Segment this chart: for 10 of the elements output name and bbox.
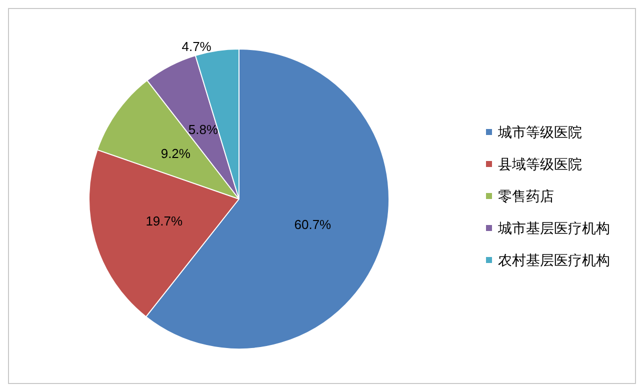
data-label: 19.7% — [146, 213, 183, 228]
data-label: 5.8% — [188, 122, 218, 138]
legend-label: 县域等级医院 — [498, 156, 582, 172]
data-label: 9.2% — [160, 146, 191, 161]
legend-label: 城市等级医院 — [497, 124, 582, 140]
legend-label: 零售药店 — [498, 188, 554, 204]
legend-label: 农村基层医疗机构 — [498, 252, 610, 268]
data-label: 4.7% — [182, 39, 212, 54]
data-label: 60.7% — [294, 217, 332, 232]
legend-label: 城市基层医疗机构 — [497, 220, 610, 236]
